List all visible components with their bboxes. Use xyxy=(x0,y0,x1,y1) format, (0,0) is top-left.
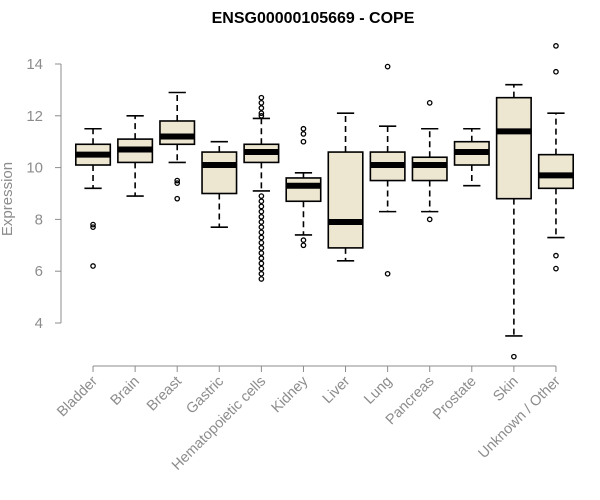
outlier-point xyxy=(258,112,265,119)
outlier-point xyxy=(90,221,96,228)
outlier-point xyxy=(426,216,433,223)
outlier-point xyxy=(300,242,307,249)
outlier-point xyxy=(258,250,265,256)
outlier-point xyxy=(258,224,265,231)
box-series xyxy=(74,43,575,360)
x-tick-label: Lung xyxy=(361,374,395,408)
outlier-point xyxy=(384,270,391,277)
outlier-point xyxy=(258,213,265,220)
y-tick-label: 14 xyxy=(26,56,43,73)
outlier-point xyxy=(258,94,265,101)
y-tick-label: 4 xyxy=(35,315,43,332)
box-body xyxy=(159,120,196,146)
outlier-point xyxy=(258,276,265,282)
x-tick-label: Prostate xyxy=(430,374,479,423)
outlier-point xyxy=(553,252,559,259)
outlier-point xyxy=(258,110,265,117)
box-body xyxy=(537,153,575,190)
outlier-point xyxy=(258,265,265,272)
outlier-point xyxy=(258,260,265,267)
y-axis: 4 6 8 10 12 14 xyxy=(26,56,62,332)
y-tick-label: 12 xyxy=(26,108,43,125)
box-unknown-other xyxy=(537,43,575,272)
outlier-point xyxy=(258,203,265,210)
x-tick-label: Breast xyxy=(144,374,185,415)
outlier-point xyxy=(174,180,181,186)
box-pancreas xyxy=(411,100,448,223)
box-body xyxy=(201,151,238,195)
y-tick-label: 6 xyxy=(35,263,43,280)
x-tick-label: Liver xyxy=(320,373,354,407)
outlier-point xyxy=(258,270,265,277)
x-tick-label: Skin xyxy=(490,374,521,405)
outlier-point xyxy=(384,63,391,70)
outlier-point xyxy=(426,100,433,106)
outlier-point xyxy=(90,224,96,231)
outlier-point xyxy=(553,68,559,75)
outlier-point xyxy=(300,237,307,243)
box-body xyxy=(495,96,532,200)
y-tick-label: 8 xyxy=(35,211,43,228)
outlier-point xyxy=(258,100,265,106)
box-breast xyxy=(159,91,196,202)
outlier-point xyxy=(553,265,559,272)
outlier-point xyxy=(258,105,265,111)
y-tick-label: 10 xyxy=(26,160,43,177)
outlier-point xyxy=(258,198,265,205)
chart-title: ENSG00000105669 - COPE xyxy=(212,10,415,27)
outlier-point xyxy=(553,43,559,49)
outlier-point xyxy=(258,229,265,236)
y-axis-label: Expression xyxy=(0,162,16,236)
outlier-point xyxy=(258,239,265,246)
box-kidney xyxy=(285,125,322,249)
outlier-point xyxy=(300,125,307,132)
outlier-point xyxy=(258,245,265,251)
outlier-point xyxy=(258,234,265,241)
outlier-point xyxy=(258,219,265,225)
box-gastric xyxy=(201,140,238,228)
outlier-point xyxy=(511,353,517,360)
x-tick-label: Kidney xyxy=(269,373,312,416)
outlier-point xyxy=(174,195,181,202)
box-body xyxy=(327,151,364,249)
x-tick-label: Brain xyxy=(108,374,143,409)
box-liver xyxy=(327,112,364,262)
outlier-point xyxy=(258,193,265,199)
box-hematopoietic-cells xyxy=(243,94,280,282)
box-lung xyxy=(369,63,406,277)
x-tick-label: Bladder xyxy=(54,373,101,420)
box-prostate xyxy=(453,127,490,187)
outlier-point xyxy=(174,177,181,184)
box-body xyxy=(411,156,448,182)
box-body xyxy=(285,177,322,203)
outlier-point xyxy=(90,263,96,269)
box-bladder xyxy=(74,127,112,269)
outlier-point xyxy=(258,208,265,215)
outlier-point xyxy=(258,255,265,262)
outlier-point xyxy=(300,138,307,145)
box-skin xyxy=(495,83,532,360)
box-brain xyxy=(117,115,154,197)
outlier-point xyxy=(300,131,307,137)
